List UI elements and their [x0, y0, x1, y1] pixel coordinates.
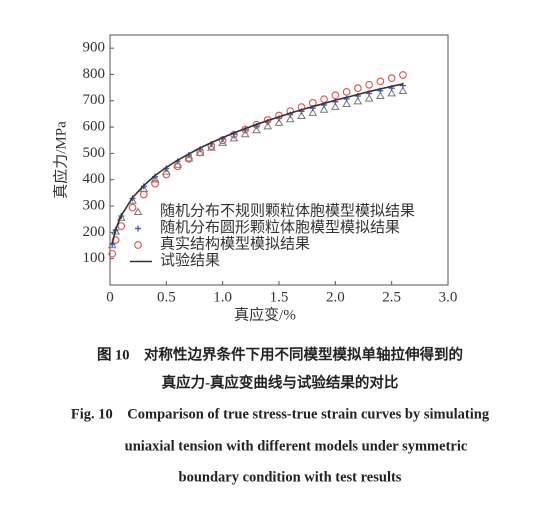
x-tick-label: 2.0 — [326, 289, 345, 305]
triangle-marker — [342, 99, 351, 107]
circle-marker — [365, 80, 373, 89]
triangle-marker — [150, 174, 160, 183]
triangle-marker — [330, 102, 340, 110]
circle-marker — [354, 84, 362, 93]
caption-en: Fig. 10 Comparison of true stress-true s… — [71, 406, 490, 422]
triangle-marker — [218, 138, 228, 146]
caption-en: boundary condition with test results — [179, 469, 402, 485]
legend-marker — [134, 241, 142, 249]
triangle-marker — [173, 160, 182, 168]
triangle-marker — [297, 111, 306, 120]
circle-marker — [286, 107, 295, 115]
circle-marker — [252, 120, 261, 129]
y-tick-label: 200 — [83, 224, 106, 240]
y-tick-label: 500 — [83, 145, 106, 161]
y-tick-label: 900 — [83, 40, 106, 56]
legend-label: 试验结果 — [160, 252, 220, 269]
legend-marker — [133, 207, 143, 215]
legend-marker — [135, 225, 141, 232]
x-tick-label: 2.5 — [382, 289, 401, 305]
triangle-marker — [116, 213, 126, 221]
triangle-marker — [274, 118, 284, 126]
circle-marker — [331, 91, 340, 100]
circle-marker — [376, 77, 385, 86]
circle-marker — [399, 71, 407, 79]
y-tick-label: 300 — [83, 197, 106, 213]
triangle-marker — [252, 125, 261, 134]
legend-label: 随机分布不规则颗粒体胞模型模拟结果 — [160, 202, 415, 219]
circle-marker — [111, 236, 120, 244]
triangle-marker — [240, 129, 250, 138]
caption-en: uniaxial tension with different models u… — [125, 438, 468, 454]
x-tick-label: 3.0 — [439, 289, 458, 305]
y-axis-label: 真应力/MPa — [51, 121, 69, 199]
x-tick-label: 1.5 — [270, 289, 289, 305]
x-tick-label: 0 — [106, 289, 114, 305]
triangle-marker — [353, 96, 363, 105]
legend-label: 真实结构模型模拟结果 — [160, 234, 310, 252]
circle-marker — [173, 162, 182, 171]
test-curve — [111, 83, 404, 245]
circle-marker — [162, 170, 171, 179]
y-tick-label: 600 — [83, 119, 106, 135]
triangle-marker — [285, 114, 295, 123]
circle-marker — [128, 203, 137, 212]
x-tick-label: 0.5 — [157, 289, 176, 305]
y-tick-label: 700 — [83, 92, 106, 108]
triangle-marker — [263, 121, 273, 130]
triangle-marker — [376, 91, 385, 100]
triangle-marker — [184, 153, 194, 162]
triangle-marker — [207, 143, 216, 151]
triangle-marker — [387, 88, 397, 97]
circle-marker — [320, 95, 328, 104]
circle-marker — [387, 74, 396, 83]
y-tick-label: 800 — [83, 66, 106, 82]
x-axis-label: 真应变/% — [234, 305, 296, 323]
circle-marker — [151, 179, 159, 188]
triangle-marker — [308, 108, 318, 116]
caption-cn: 图 10 对称性边界条件下用不同模型模拟单轴拉伸得到的 — [97, 345, 463, 363]
triangle-marker — [319, 105, 329, 113]
circle-marker — [117, 222, 126, 230]
circle-marker — [196, 148, 204, 157]
circle-marker — [108, 249, 117, 258]
plus-marker — [399, 82, 406, 89]
triangle-marker — [364, 94, 374, 102]
circle-marker — [342, 87, 351, 96]
y-tick-label: 400 — [83, 171, 106, 187]
triangle-marker — [111, 227, 121, 235]
circle-marker — [185, 155, 193, 163]
triangle-marker — [398, 86, 408, 95]
caption-cn: 真应力-真应变曲线与试验结果的对比 — [162, 373, 399, 391]
y-tick-label: 100 — [83, 250, 106, 266]
legend-label: 随机分布圆形颗粒体胞模型模拟结果 — [160, 219, 400, 236]
x-tick-label: 1.0 — [213, 289, 232, 305]
circle-marker — [139, 190, 148, 199]
